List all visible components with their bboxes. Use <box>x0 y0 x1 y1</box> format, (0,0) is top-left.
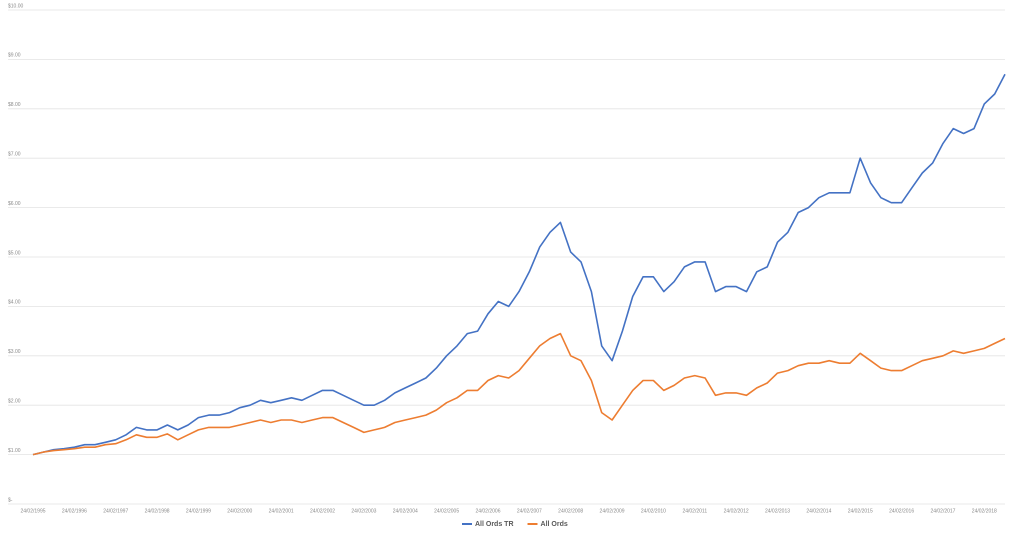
legend-label: All Ords TR <box>475 521 514 528</box>
y-tick-label: $4.00 <box>8 300 21 306</box>
x-tick-label: 24/02/2002 <box>310 508 335 514</box>
x-tick-label: 24/02/2016 <box>889 508 914 514</box>
legend-label: All Ords <box>541 521 568 528</box>
x-tick-label: 24/02/1999 <box>186 508 211 514</box>
x-tick-label: 24/02/1997 <box>103 508 128 514</box>
x-tick-label: 24/02/1996 <box>62 508 87 514</box>
x-tick-label: 24/02/2007 <box>517 508 542 514</box>
x-tick-label: 24/02/2006 <box>475 508 500 514</box>
x-tick-label: 24/02/2003 <box>351 508 376 514</box>
y-tick-label: $5.00 <box>8 250 21 256</box>
x-tick-label: 24/02/1998 <box>145 508 170 514</box>
y-tick-label: $7.00 <box>8 152 21 158</box>
y-tick-label: $- <box>8 497 13 503</box>
x-tick-label: 24/02/2012 <box>724 508 749 514</box>
y-tick-label: $1.00 <box>8 448 21 454</box>
line-series <box>32 73 1006 456</box>
y-tick-label: $8.00 <box>8 102 21 108</box>
x-tick-label: 24/02/2004 <box>393 508 418 514</box>
x-tick-label: 24/02/2015 <box>848 508 873 514</box>
y-tick-label: $10.00 <box>8 3 24 9</box>
x-tick-label: 24/02/2001 <box>269 508 294 514</box>
x-tick-label: 24/02/2013 <box>765 508 790 514</box>
x-tick-label: 24/02/2018 <box>972 508 997 514</box>
x-tick-label: 24/02/2008 <box>558 508 583 514</box>
x-tick-label: 24/02/2011 <box>682 508 707 514</box>
x-tick-label: 24/02/2005 <box>434 508 459 514</box>
x-tick-label: 24/02/2009 <box>600 508 625 514</box>
y-tick-label: $3.00 <box>8 349 21 355</box>
x-tick-label: 24/02/2017 <box>930 508 955 514</box>
x-tick-label: 24/02/2010 <box>641 508 666 514</box>
x-tick-label: 24/02/2000 <box>227 508 252 514</box>
x-tick-label: 24/02/2014 <box>806 508 831 514</box>
y-tick-label: $9.00 <box>8 53 21 59</box>
y-tick-label: $2.00 <box>8 399 21 405</box>
y-tick-label: $6.00 <box>8 201 21 207</box>
line-series <box>32 332 1006 456</box>
legend: All Ords TR All Ords <box>462 521 568 528</box>
x-tick-label: 24/02/1995 <box>20 508 45 514</box>
